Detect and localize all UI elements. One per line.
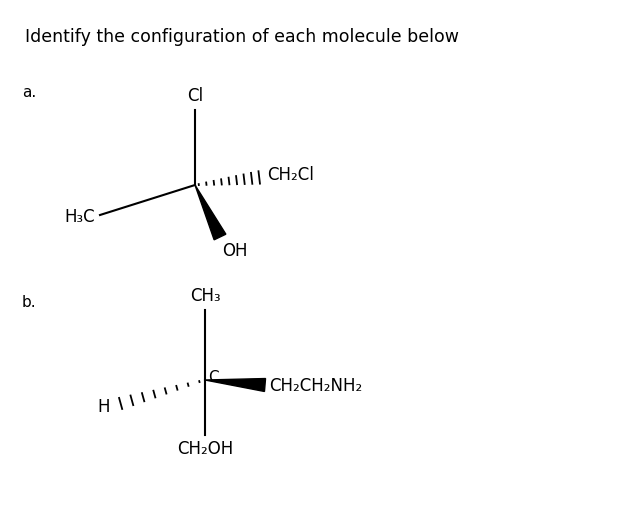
Text: CH₂OH: CH₂OH — [177, 440, 233, 458]
Text: a.: a. — [22, 85, 36, 100]
Text: CH₂CH₂NH₂: CH₂CH₂NH₂ — [269, 377, 362, 395]
Text: H₃C: H₃C — [64, 208, 95, 226]
Text: b.: b. — [22, 295, 37, 310]
Text: CH₂Cl: CH₂Cl — [267, 166, 314, 184]
Text: Cl: Cl — [187, 87, 203, 105]
Text: CH₃: CH₃ — [190, 287, 221, 305]
Text: C: C — [208, 370, 219, 385]
Text: OH: OH — [222, 242, 248, 260]
Text: Identify the configuration of each molecule below: Identify the configuration of each molec… — [25, 28, 459, 46]
Polygon shape — [195, 185, 226, 240]
Polygon shape — [205, 379, 265, 391]
Text: H: H — [97, 398, 110, 416]
